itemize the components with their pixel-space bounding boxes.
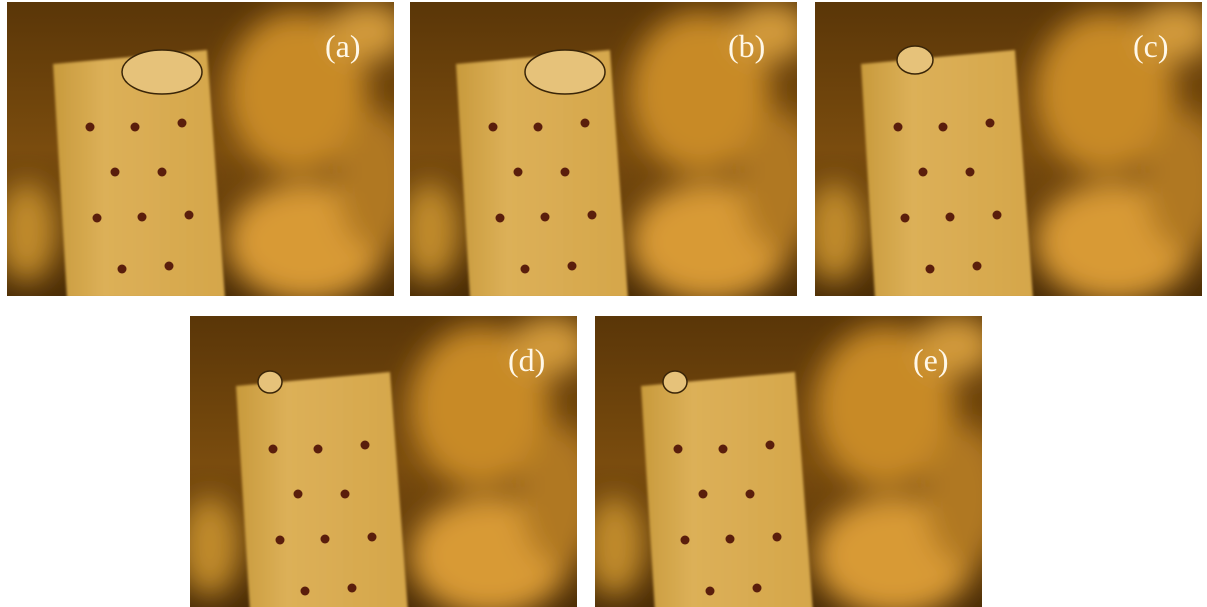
blur-blob [400, 182, 460, 282]
hole [773, 533, 782, 542]
hole [541, 213, 550, 222]
hole [926, 265, 935, 274]
hole [681, 536, 690, 545]
hole [766, 441, 775, 450]
hole [753, 584, 762, 593]
hole [178, 119, 187, 128]
hole [588, 211, 597, 220]
hole [946, 213, 955, 222]
photo-panel: (c) [805, 2, 1207, 302]
panel-label: (a) [325, 28, 361, 64]
photo-panel: (e) [585, 316, 1005, 607]
figure: (a) (b) (c) (d) (e) [0, 0, 1207, 607]
photo-panel: (a) [0, 2, 417, 302]
panel-label: (c) [1133, 28, 1169, 64]
blur-blob [520, 426, 600, 566]
hole [138, 213, 147, 222]
hole [301, 587, 310, 596]
hole [894, 123, 903, 132]
hole [131, 123, 140, 132]
hole [314, 445, 323, 454]
hole [674, 445, 683, 454]
hole [361, 441, 370, 450]
hole [746, 490, 755, 499]
hole [489, 123, 498, 132]
hole [269, 445, 278, 454]
hole [919, 168, 928, 177]
photo-panel: (d) [180, 316, 600, 607]
hole [165, 262, 174, 271]
hole [581, 119, 590, 128]
blur-blob [180, 496, 240, 596]
panel-label: (e) [913, 342, 949, 378]
hole [973, 262, 982, 271]
hole [341, 490, 350, 499]
photo-panel: (b) [400, 2, 820, 302]
bubble [122, 50, 202, 94]
hole [368, 533, 377, 542]
blur-blob [925, 426, 1005, 566]
hole [276, 536, 285, 545]
hole [111, 168, 120, 177]
hole [514, 168, 523, 177]
hole [993, 211, 1002, 220]
panel-label: (b) [728, 28, 765, 64]
blur-blob [740, 112, 820, 252]
hole [719, 445, 728, 454]
hole [496, 214, 505, 223]
blur-blob [585, 496, 645, 596]
plate [861, 50, 1033, 298]
bubble [258, 371, 282, 393]
hole [185, 211, 194, 220]
hole [321, 535, 330, 544]
hole [534, 123, 543, 132]
hole [348, 584, 357, 593]
hole [521, 265, 530, 274]
hole [93, 214, 102, 223]
blur-blob [805, 182, 865, 282]
plate [236, 372, 408, 607]
hole [294, 490, 303, 499]
hole [939, 123, 948, 132]
hole [158, 168, 167, 177]
hole [706, 587, 715, 596]
bubble [525, 50, 605, 94]
bubble [897, 46, 933, 74]
hole [568, 262, 577, 271]
blur-blob [337, 112, 417, 252]
hole [901, 214, 910, 223]
panel-label: (d) [508, 342, 545, 378]
hole [986, 119, 995, 128]
hole [118, 265, 127, 274]
plate [641, 372, 813, 607]
hole [966, 168, 975, 177]
bubble [663, 371, 687, 393]
hole [726, 535, 735, 544]
hole [699, 490, 708, 499]
hole [561, 168, 570, 177]
hole [86, 123, 95, 132]
